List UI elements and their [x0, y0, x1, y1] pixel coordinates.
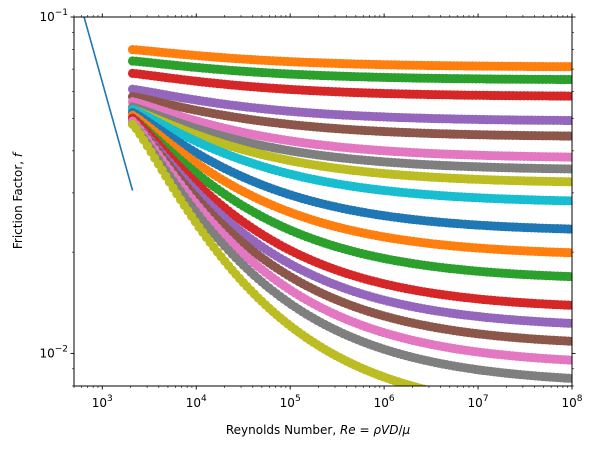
- series-18: [127, 119, 430, 386]
- data-point: [567, 131, 572, 141]
- data-point: [567, 164, 572, 174]
- x-tick-label: 105: [280, 394, 301, 410]
- series-8: [127, 105, 572, 187]
- data-point: [567, 355, 572, 365]
- x-axis-label: Reynolds Number, Re = ρVD/μ: [226, 423, 411, 437]
- data-point: [567, 196, 572, 206]
- data-point: [567, 373, 572, 384]
- series-3: [127, 68, 572, 101]
- y-tick-label: 10−1: [39, 8, 68, 24]
- x-tick-label: 104: [186, 394, 207, 410]
- y-tick-label: 10−2: [39, 344, 68, 360]
- x-tick-label: 106: [374, 394, 395, 410]
- data-point: [567, 248, 572, 258]
- data-point: [567, 152, 572, 162]
- series-2: [127, 56, 572, 85]
- data-point: [567, 336, 572, 346]
- x-tick-label: 107: [468, 394, 489, 410]
- data-point: [567, 62, 572, 72]
- laminar-line: [83, 17, 134, 191]
- plot-frame: [73, 16, 573, 387]
- ticks-layer: 103 104 105 106 107 108 10−2 10−1: [39, 8, 582, 410]
- x-tick-label: 103: [92, 394, 113, 410]
- x-tick-label: 108: [561, 394, 582, 410]
- data-point: [567, 272, 572, 282]
- series-11: [127, 110, 572, 258]
- data-point: [567, 74, 572, 85]
- data-point: [567, 318, 572, 329]
- data-point: [567, 224, 572, 234]
- data-layer: [83, 17, 572, 386]
- series-13: [127, 113, 572, 310]
- series-17: [127, 119, 572, 384]
- data-point: [567, 91, 572, 101]
- series-4: [127, 84, 572, 126]
- series-5: [127, 91, 572, 141]
- data-point: [567, 115, 572, 126]
- data-point: [567, 300, 572, 310]
- y-axis-label: Friction Factor, f: [11, 151, 25, 249]
- data-point: [567, 177, 572, 187]
- series-1: [127, 45, 572, 72]
